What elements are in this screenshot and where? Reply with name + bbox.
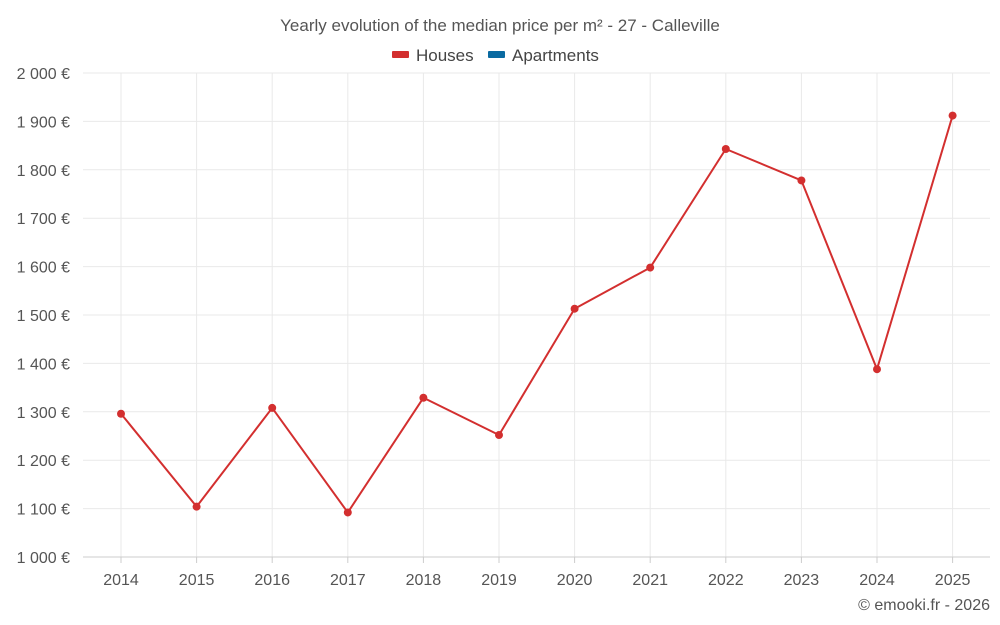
data-point[interactable]: [570, 304, 579, 313]
y-tick-label: 1 400 €: [17, 356, 70, 373]
x-gridlines: [120, 73, 954, 557]
data-point[interactable]: [192, 502, 201, 511]
y-tick-label: 1 800 €: [17, 163, 70, 180]
legend-swatch-houses: [392, 51, 409, 58]
y-tick-label: 1 000 €: [17, 550, 70, 567]
x-tick-label: 2014: [103, 572, 139, 589]
x-tick-label: 2017: [330, 572, 366, 589]
x-tick-label: 2022: [708, 572, 744, 589]
legend-label-houses: Houses: [416, 46, 474, 65]
legend: Houses Apartments: [392, 46, 599, 65]
data-point[interactable]: [797, 176, 806, 185]
series-layer: [117, 111, 957, 517]
x-tick-label: 2021: [632, 572, 668, 589]
data-point[interactable]: [268, 403, 277, 412]
y-tick-label: 2 000 €: [17, 66, 70, 83]
y-gridlines: [83, 72, 990, 558]
y-tick-label: 1 900 €: [17, 114, 70, 131]
legend-item-apartments[interactable]: Apartments: [488, 46, 599, 65]
y-tick-label: 1 600 €: [17, 260, 70, 277]
legend-swatch-apartments: [488, 51, 505, 58]
legend-item-houses[interactable]: Houses: [392, 46, 474, 65]
x-tick-label: 2023: [784, 572, 820, 589]
chart-title: Yearly evolution of the median price per…: [280, 16, 720, 35]
data-point[interactable]: [419, 393, 428, 402]
x-axis: [83, 556, 990, 563]
y-tick-label: 1 200 €: [17, 453, 70, 470]
x-tick-label: 2015: [179, 572, 215, 589]
data-point[interactable]: [343, 508, 352, 517]
x-tick-label: 2016: [254, 572, 290, 589]
x-tick-label: 2018: [406, 572, 442, 589]
data-point[interactable]: [495, 431, 503, 440]
y-tick-label: 1 700 €: [17, 211, 70, 228]
x-tick-label: 2020: [557, 572, 593, 589]
data-point[interactable]: [721, 144, 730, 153]
data-point[interactable]: [948, 111, 957, 120]
x-tick-label: 2025: [935, 572, 971, 589]
data-point[interactable]: [117, 409, 125, 418]
y-tick-label: 1 100 €: [17, 502, 70, 519]
x-axis-labels: 2014 2015 2016 2017 2018 2019 2020 2021 2022 2023…: [103, 572, 970, 589]
x-tick-label: 2024: [859, 572, 895, 589]
y-tick-label: 1 300 €: [17, 405, 70, 422]
data-point[interactable]: [646, 263, 655, 272]
legend-label-apartments: Apartments: [512, 46, 599, 65]
x-tick-label: 2019: [481, 572, 517, 589]
data-point[interactable]: [873, 365, 881, 374]
credit-text: © emooki.fr - 2026: [858, 597, 990, 614]
y-tick-label: 1 500 €: [17, 308, 70, 325]
series-line-houses: [120, 115, 954, 514]
y-axis-labels: 1 000 € 1 100 € 1 200 € 1 300 € 1 400 € 1 500…: [17, 66, 70, 567]
